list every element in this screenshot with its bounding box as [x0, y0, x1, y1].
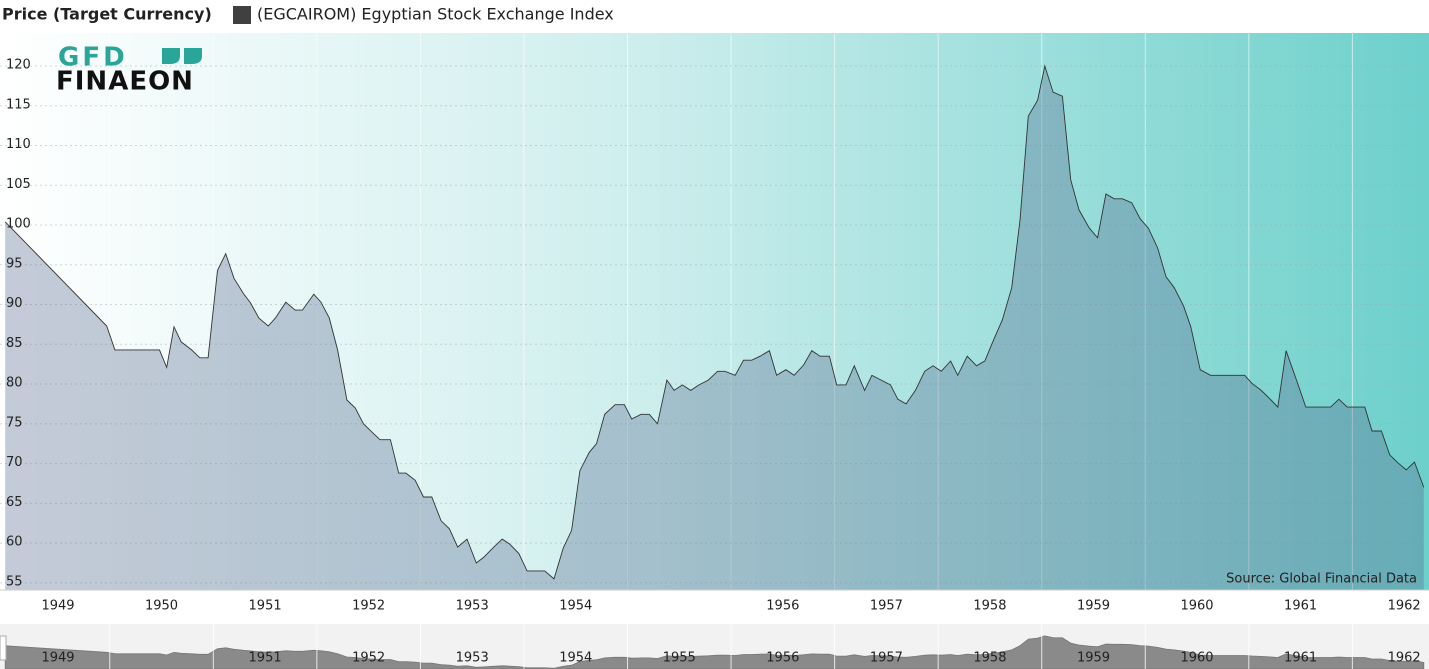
navigator-tick-label: 1951 [249, 651, 282, 666]
x-tick-label: 1960 [1180, 599, 1213, 614]
navigator-tick-label: 1958 [973, 651, 1006, 666]
y-tick-label: 105 [6, 177, 31, 192]
source-note: Source: Global Financial Data [1226, 572, 1417, 587]
line [4, 64, 1425, 580]
x-tick-label: 1962 [1388, 599, 1421, 614]
x-tick-label: 1956 [766, 599, 799, 614]
x-tick-label: 1952 [352, 599, 385, 614]
area [5, 66, 1424, 590]
navigator-tick-label: 1962 [1388, 651, 1421, 666]
x-tick-label: 1959 [1077, 599, 1110, 614]
x-tick-label: 1949 [41, 599, 74, 614]
y-tick-label: 70 [6, 455, 23, 470]
navigator-tick-label: 1961 [1284, 651, 1317, 666]
x-tick-label: 1953 [456, 599, 489, 614]
logo-top: GFD [58, 43, 128, 73]
plot-background [0, 33, 1429, 590]
x-tick-label: 1951 [249, 599, 282, 614]
y-tick-label: 90 [6, 296, 23, 311]
navigator-tick-label: 1949 [41, 651, 74, 666]
y-tick-label: 100 [6, 217, 31, 232]
navigator-handle[interactable] [0, 635, 7, 661]
navigator-tick-label: 1953 [456, 651, 489, 666]
legend-swatch [233, 6, 251, 24]
y-tick-label: 95 [6, 256, 23, 271]
logo-leaves [162, 48, 202, 64]
y-tick-label: 85 [6, 336, 23, 351]
navigator-tick-label: 1960 [1180, 651, 1213, 666]
y-tick-label: 120 [6, 57, 31, 72]
legend-label: (EGCAIROM) Egyptian Stock Exchange Index [257, 5, 614, 24]
navigator-tick-label: 1954 [559, 651, 592, 666]
x-tick-label: 1950 [145, 599, 178, 614]
x-tick-label: 1954 [559, 599, 592, 614]
logo: GFD FINAEON [56, 43, 202, 97]
navigator-area [4, 635, 1425, 669]
navigator-tick-label: 1956 [766, 651, 799, 666]
y-tick-label: 55 [6, 574, 23, 589]
navigator-tick-label: 1959 [1077, 651, 1110, 666]
y-tick-label: 65 [6, 495, 23, 510]
y-tick-label: 115 [6, 97, 31, 112]
legend-title: Price (Target Currency) [2, 5, 212, 24]
y-tick-label: 110 [6, 137, 31, 152]
x-tick-label: 1957 [870, 599, 903, 614]
navigator-tick-label: 1957 [870, 651, 903, 666]
x-tick-label: 1961 [1284, 599, 1317, 614]
y-tick-label: 80 [6, 376, 23, 391]
logo-bottom: FINAEON [56, 67, 194, 97]
navigator-tick-label: 1955 [663, 651, 696, 666]
y-tick-label: 75 [6, 415, 23, 430]
x-tick-label: 1958 [973, 599, 1006, 614]
y-tick-label: 60 [6, 535, 23, 550]
navigator-tick-label: 1952 [352, 651, 385, 666]
